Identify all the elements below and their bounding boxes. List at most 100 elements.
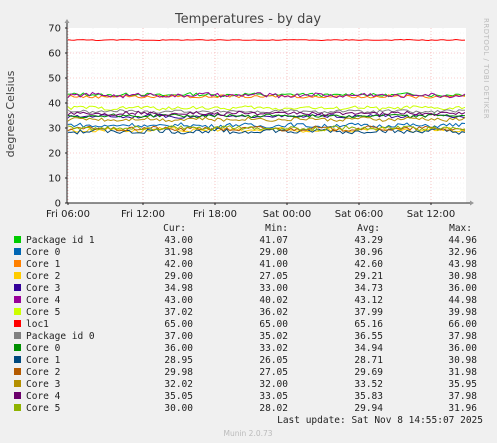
series-line-7	[67, 38, 466, 42]
legend-min: 32.00	[259, 379, 288, 390]
series-line-10	[67, 127, 466, 135]
legend-name: loc1	[26, 319, 49, 330]
legend-avg: 30.96	[354, 247, 383, 258]
legend-row: Core 4 43.00 40.02 43.12 44.98	[14, 295, 477, 306]
legend-avg: 43.12	[354, 295, 383, 306]
legend-min: 33.02	[259, 343, 288, 354]
legend-max: 31.98	[448, 367, 477, 378]
legend-swatch	[14, 236, 21, 243]
y-tick-label: 10	[48, 174, 61, 185]
legend-avg: 35.83	[354, 391, 383, 402]
legend-max: 39.98	[448, 307, 477, 318]
legend-swatch	[14, 296, 21, 303]
legend-max: 35.95	[448, 379, 477, 390]
y-axis-label: degrees Celsius	[4, 70, 17, 157]
legend-max: 37.98	[448, 331, 477, 342]
legend-cur: 43.00	[164, 295, 193, 306]
legend-cur: 29.00	[164, 271, 193, 282]
legend-max: 30.98	[448, 355, 477, 366]
legend-avg: 34.73	[354, 283, 383, 294]
y-tick-label: 40	[48, 99, 61, 110]
legend-max: 44.96	[448, 235, 477, 246]
legend-min: 41.00	[259, 259, 288, 270]
legend-avg: 29.69	[354, 367, 383, 378]
legend-name: Package id 0	[26, 331, 95, 342]
legend-swatch	[14, 284, 21, 291]
rrdtool-side-label: RRDTOOL / TOBI OETIKER	[482, 18, 490, 119]
legend-min: 35.02	[259, 331, 288, 342]
legend-min: 27.05	[259, 271, 288, 282]
legend-name: Core 1	[26, 355, 61, 366]
legend-name: Core 3	[26, 379, 60, 390]
legend-avg: 34.94	[354, 343, 383, 354]
legend-cur: 36.00	[164, 343, 193, 354]
x-tick-label: Sat 00:00	[263, 209, 311, 220]
legend-swatch	[14, 344, 21, 351]
legend-avg: 65.16	[354, 319, 383, 330]
legend-name: Core 5	[26, 403, 60, 414]
legend-avg: 37.99	[354, 307, 383, 318]
legend-name: Core 2	[26, 367, 60, 378]
x-tick-label: Fri 18:00	[193, 209, 237, 220]
legend-name: Core 5	[26, 307, 60, 318]
x-tick-labels: Fri 06:00 Fri 12:00 Fri 18:00 Sat 00:00 Sat …	[46, 209, 455, 220]
legend-name: Core 3	[26, 283, 60, 294]
x-tick-label: Sat 12:00	[407, 209, 455, 220]
x-axis-arrow	[470, 200, 474, 206]
legend-max: 43.98	[448, 259, 477, 270]
legend-max: 32.96	[448, 247, 477, 258]
legend-row: Package id 0 37.00 35.02 36.55 37.98	[14, 331, 477, 342]
y-tick-label: 50	[48, 74, 61, 85]
axes	[64, 19, 474, 206]
legend-row: Core 3 34.98 33.00 34.73 36.00	[14, 283, 477, 294]
legend-row: Core 5 30.00 28.02 29.94 31.96	[14, 403, 477, 414]
series-lines	[67, 38, 466, 135]
legend-row: Core 5 37.02 36.02 37.99 39.98	[14, 307, 477, 318]
legend-cur: 42.00	[164, 259, 193, 270]
legend-cur: 30.00	[164, 403, 193, 414]
legend-min: 65.00	[259, 319, 288, 330]
legend-min: 33.00	[259, 283, 288, 294]
legend-name: Core 4	[26, 391, 61, 402]
y-tick-label: 30	[48, 124, 61, 135]
legend-avg: 43.29	[354, 235, 383, 246]
last-update: Last update: Sat Nov 8 14:55:07 2025	[277, 415, 483, 426]
legend-cur: 34.98	[164, 283, 193, 294]
legend-row: Package id 1 43.00 41.07 43.29 44.96	[14, 235, 477, 246]
series-line-5	[67, 91, 466, 99]
legend-cur: 37.02	[164, 307, 193, 318]
legend-cur: 32.02	[164, 379, 193, 390]
y-tick-label: 0	[55, 199, 61, 210]
legend-row: Core 0 31.98 29.00 30.96 32.96	[14, 247, 477, 258]
legend-name: Core 0	[26, 247, 61, 258]
legend-swatch	[14, 260, 21, 267]
y-axis-arrow	[64, 19, 70, 23]
legend-cur: 28.95	[164, 355, 193, 366]
legend-cur: 43.00	[164, 235, 193, 246]
legend-avg: 29.21	[354, 271, 383, 282]
legend-min: 27.05	[259, 367, 288, 378]
column-header-max: Max:	[449, 223, 472, 234]
legend-row: Core 2 29.00 27.05 29.21 30.98	[14, 271, 477, 282]
x-tick-label: Sat 06:00	[335, 209, 383, 220]
legend-min: 40.02	[259, 295, 288, 306]
legend-min: 28.02	[259, 403, 288, 414]
munin-version: Munin 2.0.73	[223, 429, 272, 438]
series-line-13	[67, 110, 466, 117]
legend-row: loc1 65.00 65.00 65.16 66.00	[14, 319, 477, 330]
series-line-6	[67, 105, 466, 111]
legend-max: 37.98	[448, 391, 477, 402]
column-header-avg: Avg:	[357, 223, 380, 234]
legend-avg: 33.52	[354, 379, 383, 390]
legend-swatch	[14, 356, 21, 363]
legend-cur: 29.98	[164, 367, 193, 378]
legend-swatch	[14, 308, 21, 315]
legend-avg: 28.71	[354, 355, 383, 366]
legend-swatch	[14, 320, 21, 327]
series-line-12	[67, 116, 466, 123]
grid-lines	[67, 28, 466, 203]
legend-min: 33.05	[259, 391, 288, 402]
legend-min: 36.02	[259, 307, 288, 318]
legend-name: Core 1	[26, 259, 61, 270]
